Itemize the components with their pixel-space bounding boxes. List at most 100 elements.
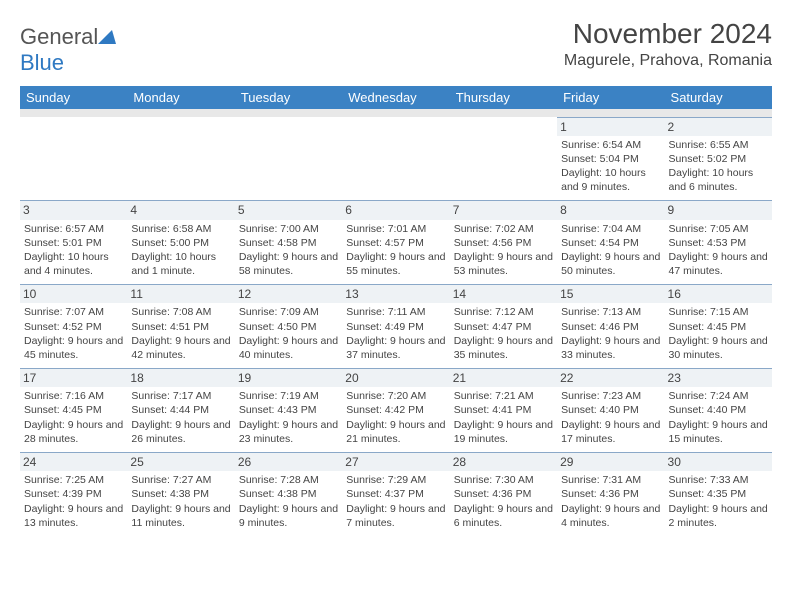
sunset-text: Sunset: 4:45 PM [669,320,768,334]
calendar-day-cell: 30Sunrise: 7:33 AMSunset: 4:35 PMDayligh… [665,453,772,536]
sunset-text: Sunset: 4:39 PM [24,487,123,501]
calendar-day-cell: 17Sunrise: 7:16 AMSunset: 4:45 PMDayligh… [20,369,127,453]
sunrise-text: Sunrise: 7:17 AM [131,389,230,403]
daylight-text: Daylight: 9 hours and 53 minutes. [454,250,553,278]
calendar-day-cell: 4Sunrise: 6:58 AMSunset: 5:00 PMDaylight… [127,201,234,285]
calendar-day-cell: 8Sunrise: 7:04 AMSunset: 4:54 PMDaylight… [557,201,664,285]
title-block: November 2024 Magurele, Prahova, Romania [564,18,772,70]
day-number: 20 [342,369,449,387]
sunrise-text: Sunrise: 7:02 AM [454,222,553,236]
sunset-text: Sunset: 5:00 PM [131,236,230,250]
calendar-day-cell: . [450,117,557,201]
sunset-text: Sunset: 4:38 PM [131,487,230,501]
calendar-day-cell: 13Sunrise: 7:11 AMSunset: 4:49 PMDayligh… [342,285,449,369]
triangle-icon [98,24,116,49]
daylight-text: Daylight: 9 hours and 33 minutes. [561,334,660,362]
sunrise-text: Sunrise: 7:00 AM [239,222,338,236]
day-number: 17 [20,369,127,387]
sunrise-text: Sunrise: 7:33 AM [669,473,768,487]
daylight-text: Daylight: 9 hours and 37 minutes. [346,334,445,362]
calendar-day-cell: 23Sunrise: 7:24 AMSunset: 4:40 PMDayligh… [665,369,772,453]
sunset-text: Sunset: 4:51 PM [131,320,230,334]
calendar-day-cell: 19Sunrise: 7:19 AMSunset: 4:43 PMDayligh… [235,369,342,453]
daylight-text: Daylight: 9 hours and 9 minutes. [239,502,338,530]
header: General Blue November 2024 Magurele, Pra… [20,18,772,76]
sunset-text: Sunset: 4:53 PM [669,236,768,250]
sunrise-text: Sunrise: 7:15 AM [669,305,768,319]
weekday-header: Monday [127,86,234,109]
logo-text: General Blue [20,24,116,76]
sunset-text: Sunset: 4:42 PM [346,403,445,417]
calendar-day-cell: 3Sunrise: 6:57 AMSunset: 5:01 PMDaylight… [20,201,127,285]
sunrise-text: Sunrise: 7:24 AM [669,389,768,403]
day-number: 19 [235,369,342,387]
logo-word1: General [20,24,98,49]
weekday-header: Friday [557,86,664,109]
day-number: 28 [450,453,557,471]
sunrise-text: Sunrise: 7:09 AM [239,305,338,319]
calendar-day-cell: 14Sunrise: 7:12 AMSunset: 4:47 PMDayligh… [450,285,557,369]
calendar-day-cell: 28Sunrise: 7:30 AMSunset: 4:36 PMDayligh… [450,453,557,536]
sunrise-text: Sunrise: 7:16 AM [24,389,123,403]
sunset-text: Sunset: 4:43 PM [239,403,338,417]
day-number: 11 [127,285,234,303]
calendar-day-cell: 22Sunrise: 7:23 AMSunset: 4:40 PMDayligh… [557,369,664,453]
day-number: 14 [450,285,557,303]
day-number: 15 [557,285,664,303]
sunset-text: Sunset: 4:40 PM [669,403,768,417]
calendar-day-cell: 11Sunrise: 7:08 AMSunset: 4:51 PMDayligh… [127,285,234,369]
daylight-text: Daylight: 10 hours and 9 minutes. [561,166,660,194]
sunrise-text: Sunrise: 7:31 AM [561,473,660,487]
day-number: 9 [665,201,772,219]
calendar-day-cell: 26Sunrise: 7:28 AMSunset: 4:38 PMDayligh… [235,453,342,536]
sunset-text: Sunset: 5:02 PM [669,152,768,166]
day-number: 12 [235,285,342,303]
sunset-text: Sunset: 5:04 PM [561,152,660,166]
day-number: 6 [342,201,449,219]
sunrise-text: Sunrise: 6:54 AM [561,138,660,152]
day-number: 5 [235,201,342,219]
calendar-day-cell: 12Sunrise: 7:09 AMSunset: 4:50 PMDayligh… [235,285,342,369]
calendar-table: SundayMondayTuesdayWednesdayThursdayFrid… [20,86,772,536]
logo: General Blue [20,24,116,76]
day-number: 16 [665,285,772,303]
daylight-text: Daylight: 9 hours and 15 minutes. [669,418,768,446]
calendar-day-cell: 16Sunrise: 7:15 AMSunset: 4:45 PMDayligh… [665,285,772,369]
weekday-header: Sunday [20,86,127,109]
day-number: 4 [127,201,234,219]
weekday-header: Thursday [450,86,557,109]
daylight-text: Daylight: 9 hours and 17 minutes. [561,418,660,446]
calendar-week-row: 24Sunrise: 7:25 AMSunset: 4:39 PMDayligh… [20,453,772,536]
sunset-text: Sunset: 4:54 PM [561,236,660,250]
daylight-text: Daylight: 10 hours and 1 minute. [131,250,230,278]
sunset-text: Sunset: 4:45 PM [24,403,123,417]
sunset-text: Sunset: 4:41 PM [454,403,553,417]
sunset-text: Sunset: 4:56 PM [454,236,553,250]
calendar-week-row: .....1Sunrise: 6:54 AMSunset: 5:04 PMDay… [20,117,772,201]
sunset-text: Sunset: 4:44 PM [131,403,230,417]
sunset-text: Sunset: 4:37 PM [346,487,445,501]
calendar-week-row: 17 Sunrise: 7:16 AMSunset: 4:45 PM Dayligh… [20,369,772,453]
logo-word2: Blue [20,50,64,75]
sunset-text: Sunset: 4:40 PM [561,403,660,417]
calendar-day-cell: 29Sunrise: 7:31 AMSunset: 4:36 PMDayligh… [557,453,664,536]
sunrise-text: Sunrise: 6:55 AM [669,138,768,152]
day-number: 24 [20,453,127,471]
day-number: 8 [557,201,664,219]
sunrise-text: Sunrise: 7:11 AM [346,305,445,319]
calendar-body: .....1Sunrise: 6:54 AMSunset: 5:04 PMDay… [20,117,772,536]
calendar-day-cell: 24Sunrise: 7:25 AMSunset: 4:39 PMDayligh… [20,453,127,536]
daylight-text: Daylight: 9 hours and 21 minutes. [346,418,445,446]
calendar-day-cell: . [20,117,127,201]
calendar-day-cell: 25Sunrise: 7:27 AMSunset: 4:38 PMDayligh… [127,453,234,536]
day-number: 26 [235,453,342,471]
daylight-text: Daylight: 9 hours and 50 minutes. [561,250,660,278]
weekday-header-row: SundayMondayTuesdayWednesdayThursdayFrid… [20,86,772,109]
daylight-text: Daylight: 9 hours and 40 minutes. [239,334,338,362]
daylight-text: Daylight: 9 hours and 19 minutes. [454,418,553,446]
daylight-text: Daylight: 9 hours and 42 minutes. [131,334,230,362]
day-number: 25 [127,453,234,471]
sunset-text: Sunset: 4:35 PM [669,487,768,501]
day-number: 30 [665,453,772,471]
month-title: November 2024 [564,18,772,50]
